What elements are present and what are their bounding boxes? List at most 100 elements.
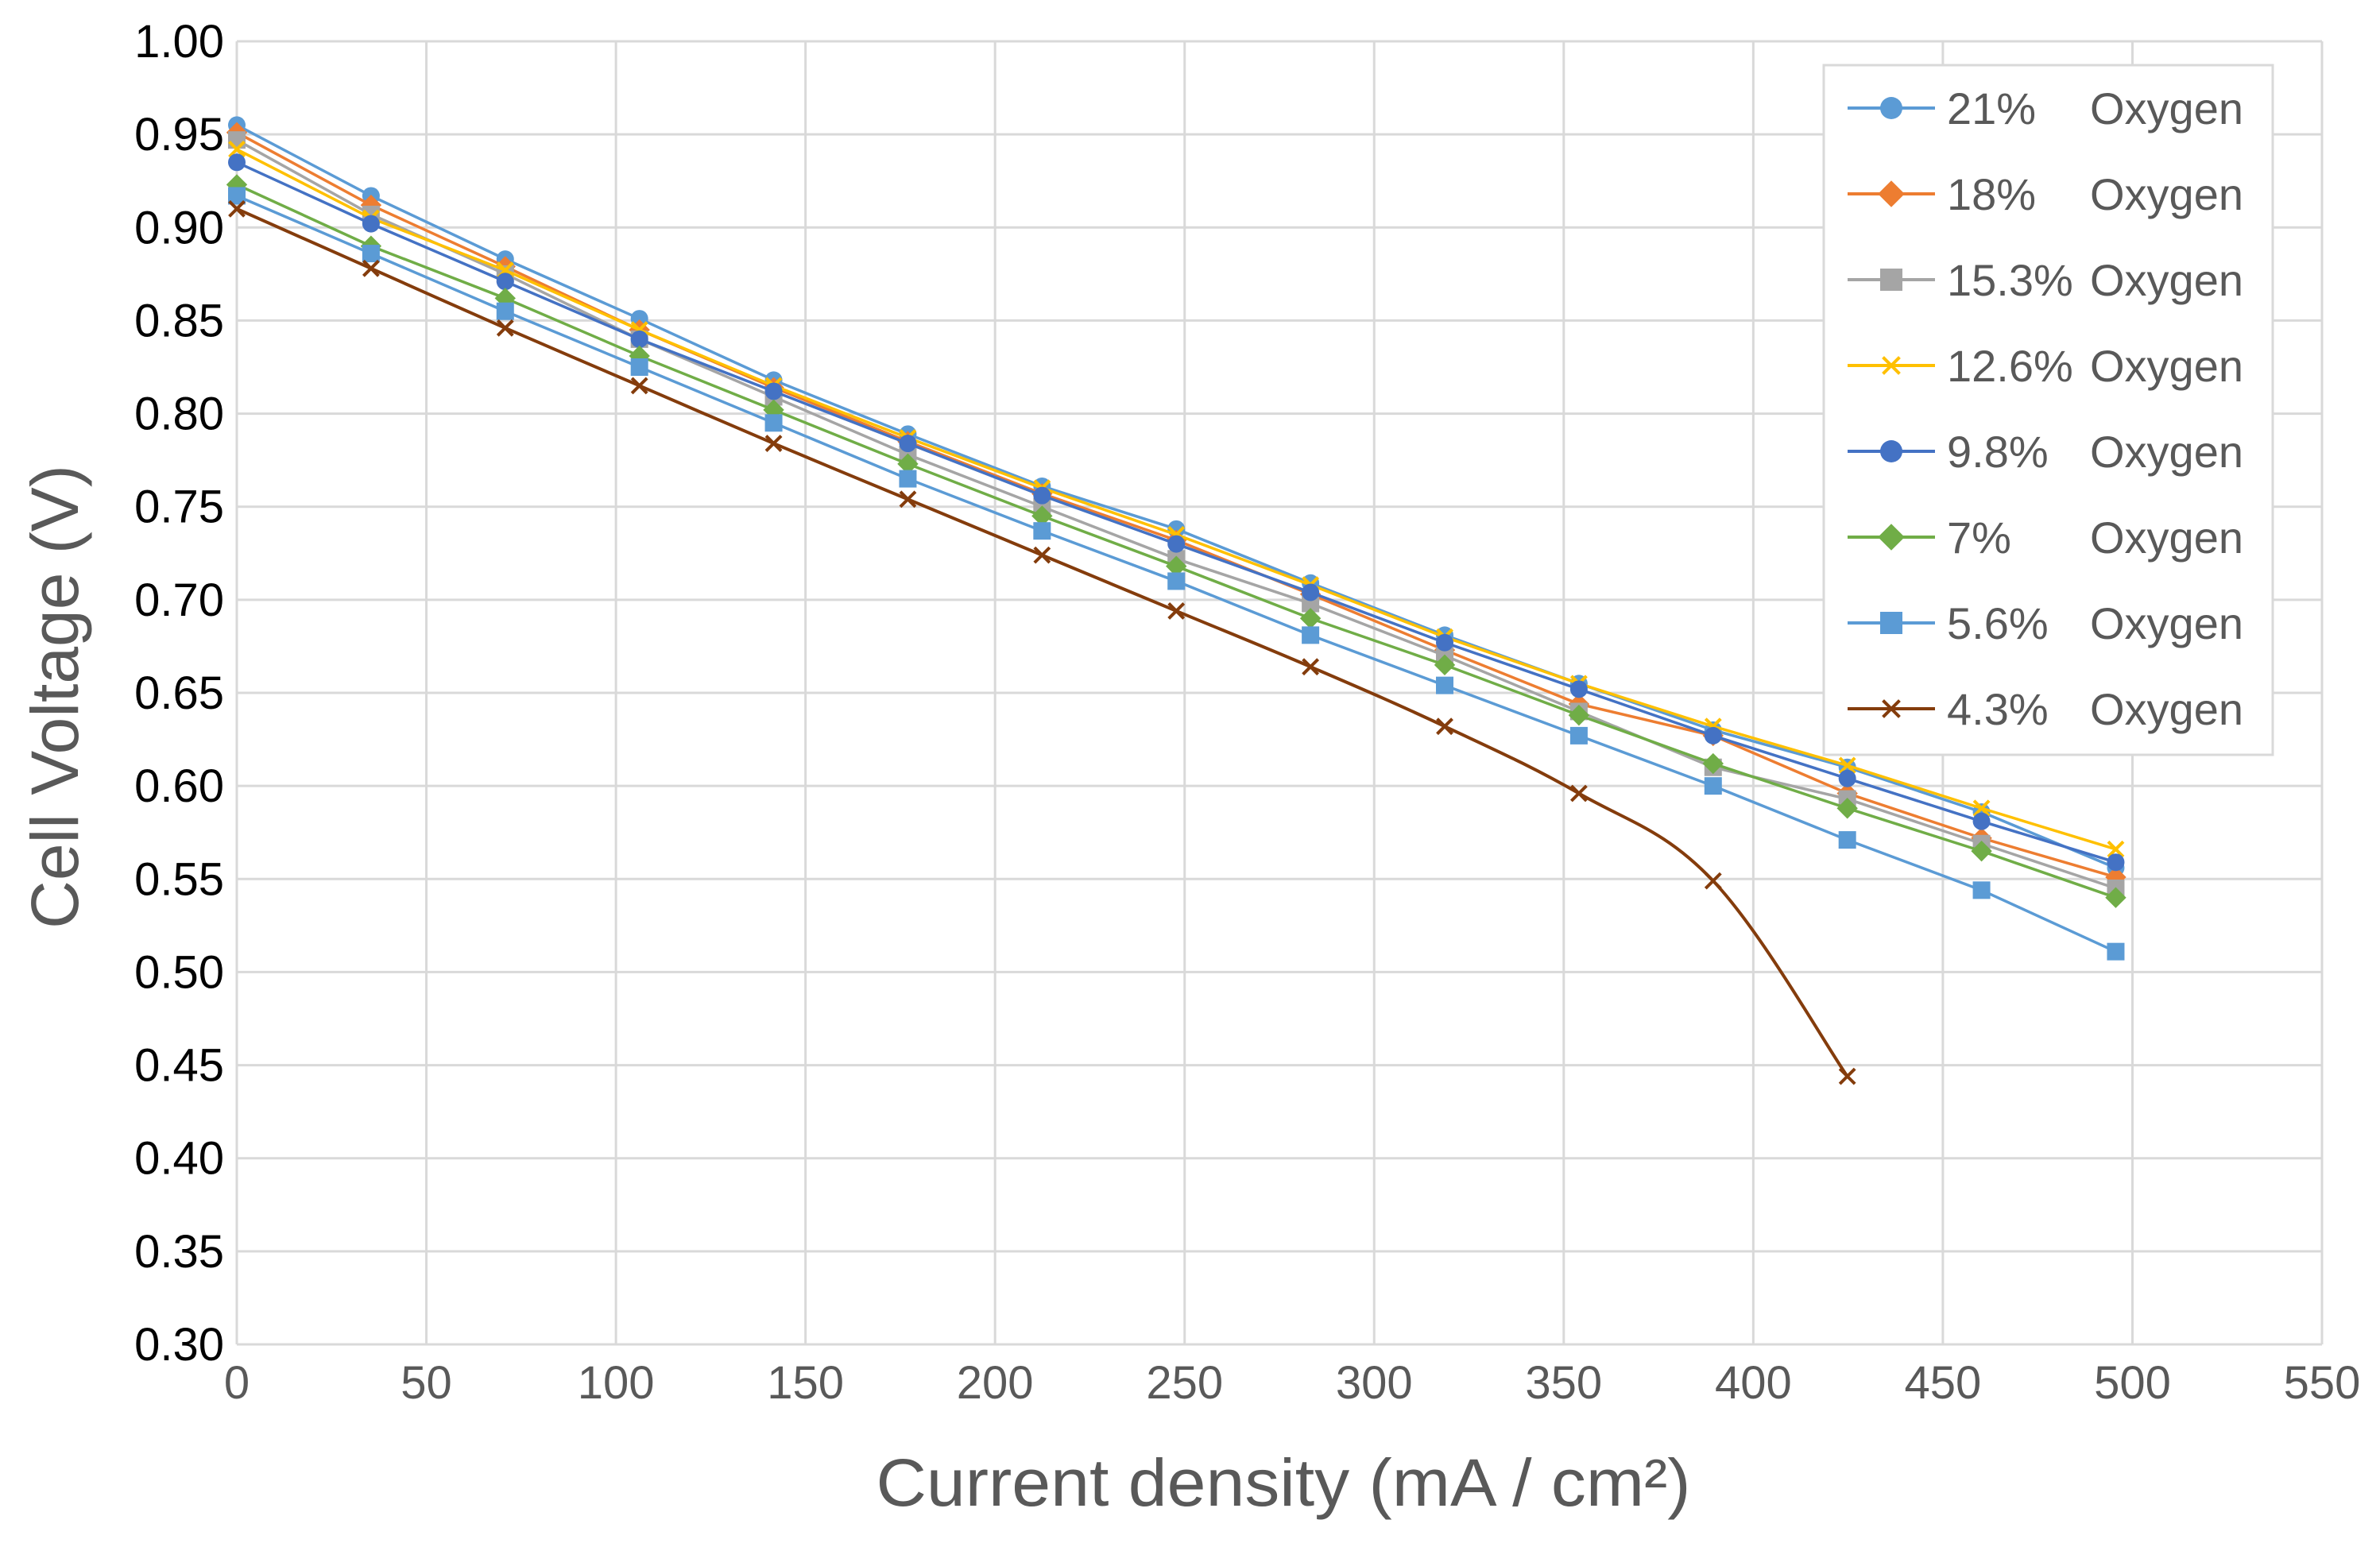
tick-label-layer: 0.30 0.35 0.40 0.45 0.50 0.55 0.60 0.65 0.70 0.75…	[134, 16, 2360, 1409]
data-point	[1569, 726, 1588, 744]
legend-entry: 4.3% Oxygen	[1848, 684, 2243, 734]
legend-label: 5.6%	[1947, 598, 2049, 648]
data-point	[1568, 704, 1590, 726]
data-point	[362, 259, 380, 277]
y-tick-label: 0.80	[134, 389, 224, 440]
data-point	[2105, 887, 2127, 908]
y-tick-label: 1.00	[134, 16, 224, 68]
data-point	[1972, 799, 1991, 818]
data-point	[1031, 505, 1053, 527]
data-point	[1167, 572, 1186, 590]
data-point	[1434, 654, 1456, 676]
y-tick-label: 0.45	[134, 1040, 224, 1092]
x-tick-label: 100	[578, 1357, 655, 1409]
x-tick-label: 450	[1905, 1357, 1982, 1409]
data-point	[1838, 831, 1856, 849]
series-6	[228, 187, 2125, 961]
data-point	[1702, 752, 1724, 775]
data-point	[1033, 522, 1051, 540]
legend-label: 18%	[1947, 169, 2036, 219]
data-point	[1972, 881, 1991, 899]
legend-label: 7%	[1947, 512, 2011, 563]
data-point	[1302, 626, 1320, 644]
data-point	[228, 131, 246, 149]
axis-layer	[235, 41, 2322, 1346]
data-point	[362, 245, 380, 263]
legend-entry: 12.6% Oxygen	[1848, 341, 2243, 391]
data-point	[1167, 535, 1186, 553]
legend-marker	[1880, 97, 1902, 119]
data-point	[899, 435, 917, 453]
data-point	[1302, 583, 1320, 601]
data-point	[1166, 555, 1187, 577]
data-point	[1836, 798, 1858, 819]
x-tick-label: 300	[1336, 1357, 1413, 1409]
x-tick-label: 250	[1146, 1357, 1223, 1409]
data-point	[630, 377, 648, 395]
legend-entry: 7% Oxygen	[1848, 512, 2243, 563]
legend-label-suffix: Oxygen	[2090, 83, 2243, 133]
legend-label-suffix: Oxygen	[2090, 255, 2243, 305]
x-tick-label: 550	[2284, 1357, 2361, 1409]
y-tick-label: 0.65	[134, 667, 224, 719]
legend-label-suffix: Oxygen	[2090, 427, 2243, 477]
y-tick-label: 0.40	[134, 1133, 224, 1185]
data-point	[630, 358, 648, 376]
legend-marker	[1882, 699, 1901, 718]
data-point	[1971, 840, 1992, 862]
data-point	[1704, 872, 1722, 890]
data-point	[1436, 717, 1453, 736]
data-point	[897, 453, 919, 475]
data-point	[2107, 853, 2125, 872]
data-point	[899, 470, 917, 488]
x-tick-label: 150	[767, 1357, 844, 1409]
y-tick-label: 0.90	[134, 202, 224, 253]
y-tick-label: 0.30	[134, 1319, 224, 1371]
data-point	[1569, 784, 1588, 803]
legend-marker	[1882, 356, 1901, 375]
data-point	[1838, 756, 1856, 775]
y-tick-label: 0.50	[134, 946, 224, 998]
legend-label: 21%	[1947, 83, 2036, 133]
legend-label-suffix: Oxygen	[2090, 684, 2243, 734]
data-point	[228, 187, 246, 205]
legend-marker	[1880, 612, 1902, 634]
data-point	[1167, 601, 1186, 620]
legend-entry: 5.6% Oxygen	[1848, 598, 2243, 648]
data-point	[1704, 726, 1722, 744]
data-point	[362, 215, 380, 233]
data-point	[764, 382, 783, 400]
legend-box	[1822, 64, 2274, 756]
series-4	[228, 153, 2125, 872]
x-tick-label: 400	[1715, 1357, 1792, 1409]
data-point	[1436, 633, 1454, 652]
x-tick-label: 200	[957, 1357, 1034, 1409]
y-tick-label: 0.95	[134, 109, 224, 161]
data-point	[496, 273, 514, 291]
legend-marker	[1878, 524, 1905, 551]
data-point	[763, 399, 784, 421]
data-point	[1704, 777, 1722, 795]
data-point	[2107, 840, 2125, 858]
series-layer	[226, 116, 2127, 1085]
legend-label-suffix: Oxygen	[2090, 512, 2243, 563]
data-point	[228, 153, 246, 172]
y-tick-label: 0.55	[134, 853, 224, 905]
legend-label: 15.3%	[1947, 255, 2073, 305]
y-tick-label: 0.35	[134, 1226, 224, 1278]
legend-marker	[1878, 180, 1905, 207]
legend-entry: 18% Oxygen	[1848, 169, 2243, 219]
legend-label: 9.8%	[1947, 427, 2049, 477]
x-tick-label: 0	[224, 1357, 250, 1409]
data-point	[899, 490, 917, 509]
data-point	[1838, 1067, 1856, 1085]
series-7	[228, 199, 1856, 1085]
legend-label-suffix: Oxygen	[2090, 598, 2243, 648]
legend-label: 12.6%	[1947, 341, 2073, 391]
data-point	[1569, 680, 1588, 698]
legend-marker	[1880, 440, 1902, 462]
legend-label-suffix: Oxygen	[2090, 169, 2243, 219]
data-point	[1436, 676, 1454, 694]
